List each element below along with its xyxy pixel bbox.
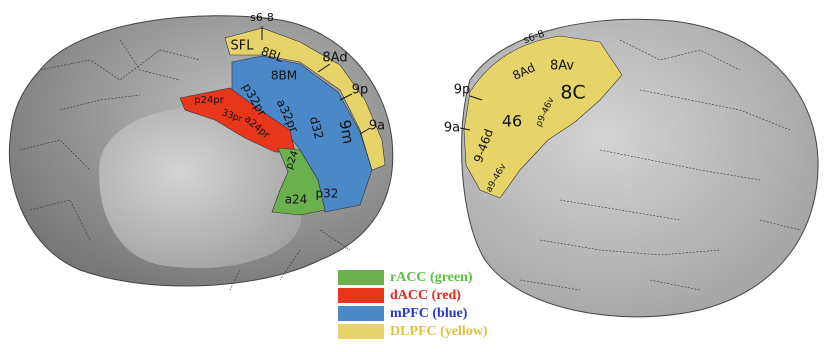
legend-swatch: [338, 324, 384, 339]
medial-brain: s6-8 SFL 8BL 8Ad 9p 9a 8BM p32pr a32pr d…: [9, 11, 392, 290]
region-label: 9a: [369, 119, 385, 134]
region-label: 8C: [560, 82, 585, 104]
region-label: 9p: [454, 83, 471, 98]
region-label: SFL: [231, 39, 255, 54]
lateral-brain: s6-8 8Ad 8Av 9p 9a 8C 46 p9-46v 9-46d a9…: [444, 19, 818, 317]
region-label: 9a: [444, 121, 460, 136]
region-label: p24pr: [194, 95, 224, 106]
region-label: 46: [502, 112, 522, 131]
region-label: 8Av: [550, 59, 574, 74]
legend-swatch: [338, 306, 384, 321]
legend-swatch: [338, 288, 384, 303]
region-label: s6-8: [250, 11, 274, 24]
legend-label: mPFC (blue): [390, 306, 468, 321]
legend-label: dACC (red): [390, 288, 461, 303]
figure: s6-8 SFL 8BL 8Ad 9p 9a 8BM p32pr a32pr d…: [0, 0, 824, 352]
region-label: a24: [285, 193, 308, 207]
region-label: 8Ad: [322, 51, 347, 66]
legend-swatch: [338, 270, 384, 285]
legend-label: DLPFC (yellow): [390, 324, 488, 339]
legend: rACC (green) dACC (red) mPFC (blue) DLPFC (…: [338, 270, 488, 339]
legend-label: rACC (green): [390, 270, 473, 285]
region-label: 9p: [352, 83, 369, 98]
region-label: p32: [316, 187, 339, 201]
region-label: 8BM: [271, 69, 297, 83]
